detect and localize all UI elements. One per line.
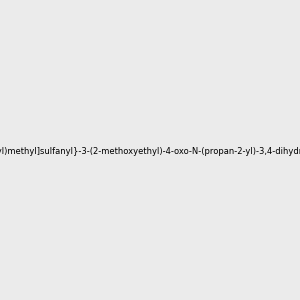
Text: 2-{[(2-chloro-6-fluorophenyl)methyl]sulfanyl}-3-(2-methoxyethyl)-4-oxo-N-(propan: 2-{[(2-chloro-6-fluorophenyl)methyl]sulf… [0,147,300,156]
